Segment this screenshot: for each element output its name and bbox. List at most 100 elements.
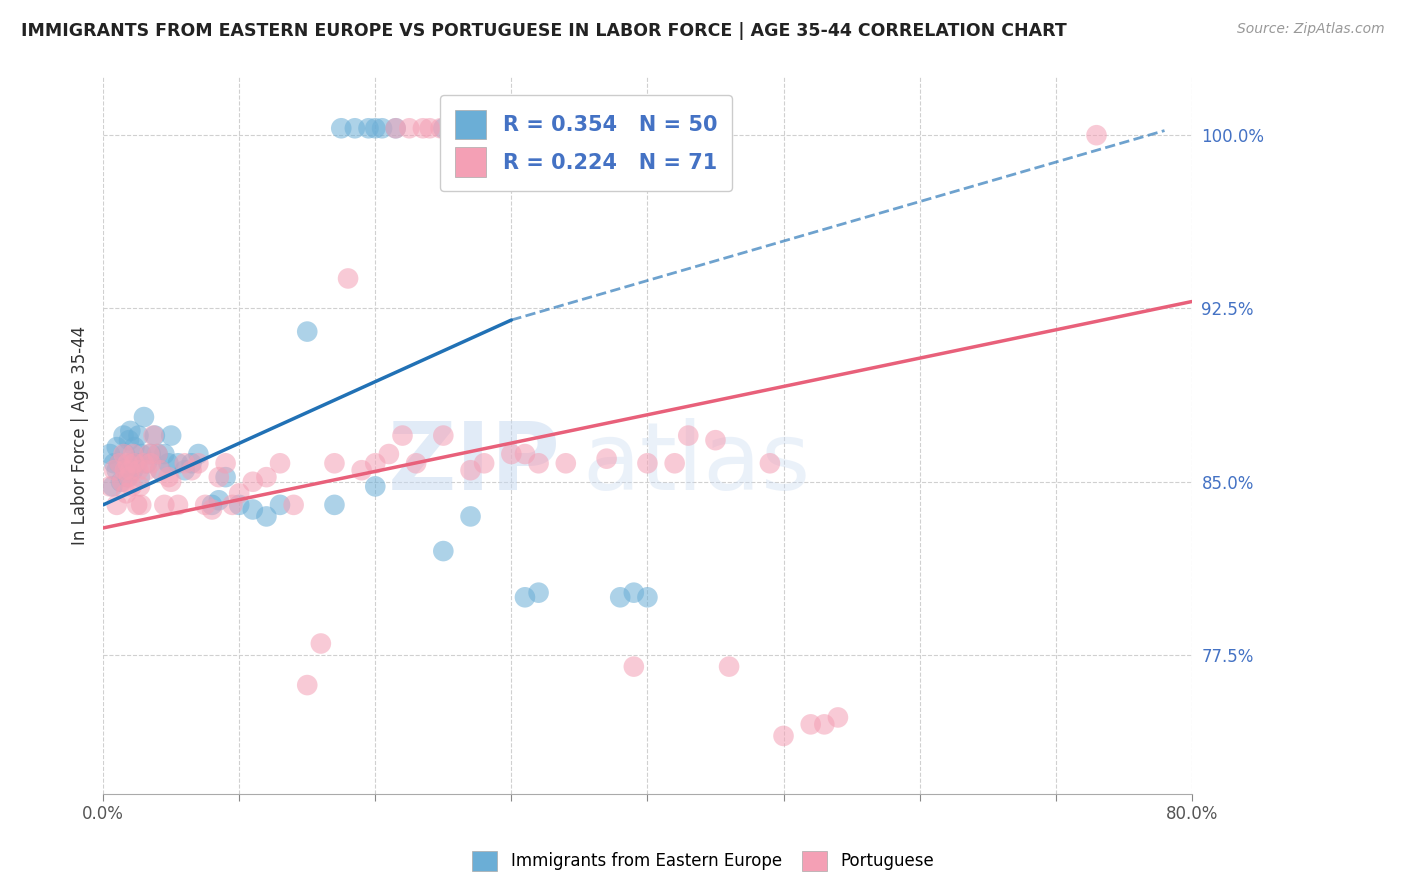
Point <box>143 428 166 442</box>
Point <box>242 475 264 489</box>
Point <box>432 544 454 558</box>
Point <box>139 456 162 470</box>
Point <box>124 440 146 454</box>
Point <box>391 428 413 442</box>
Point <box>364 479 387 493</box>
Point <box>432 121 454 136</box>
Point <box>122 447 145 461</box>
Point <box>636 591 658 605</box>
Point <box>160 428 183 442</box>
Point <box>101 479 124 493</box>
Point <box>208 493 231 508</box>
Point <box>405 456 427 470</box>
Point <box>378 447 401 461</box>
Point <box>115 463 138 477</box>
Point <box>187 456 209 470</box>
Point <box>508 121 530 136</box>
Point <box>527 456 550 470</box>
Point <box>180 463 202 477</box>
Point <box>228 486 250 500</box>
Point <box>153 498 176 512</box>
Point <box>221 498 243 512</box>
Point <box>142 428 165 442</box>
Point <box>114 447 136 461</box>
Point <box>678 428 700 442</box>
Point <box>432 428 454 442</box>
Legend: R = 0.354   N = 50, R = 0.224   N = 71: R = 0.354 N = 50, R = 0.224 N = 71 <box>440 95 731 192</box>
Point <box>718 659 741 673</box>
Text: Source: ZipAtlas.com: Source: ZipAtlas.com <box>1237 22 1385 37</box>
Point <box>297 678 319 692</box>
Point <box>153 447 176 461</box>
Point <box>494 121 516 136</box>
Point <box>114 463 136 477</box>
Point <box>309 636 332 650</box>
Point <box>120 424 142 438</box>
Point <box>112 428 135 442</box>
Point <box>664 456 686 470</box>
Point <box>1085 128 1108 143</box>
Point <box>157 470 180 484</box>
Point <box>636 456 658 470</box>
Point <box>105 498 128 512</box>
Point <box>160 475 183 489</box>
Point <box>364 121 387 136</box>
Point <box>214 470 236 484</box>
Point <box>173 456 195 470</box>
Point <box>364 456 387 470</box>
Point <box>527 585 550 599</box>
Point <box>105 440 128 454</box>
Point <box>108 456 131 470</box>
Point <box>412 121 434 136</box>
Point <box>108 456 131 470</box>
Point <box>180 456 202 470</box>
Point <box>128 428 150 442</box>
Point <box>139 447 162 461</box>
Point <box>167 456 190 470</box>
Point <box>135 456 157 470</box>
Point <box>446 121 468 136</box>
Point <box>132 456 155 470</box>
Point <box>419 121 441 136</box>
Point <box>704 433 727 447</box>
Point <box>228 498 250 512</box>
Text: atlas: atlas <box>582 418 810 510</box>
Point <box>117 456 139 470</box>
Point <box>214 456 236 470</box>
Point <box>371 121 394 136</box>
Point <box>129 447 152 461</box>
Point <box>103 456 125 470</box>
Y-axis label: In Labor Force | Age 35-44: In Labor Force | Age 35-44 <box>72 326 89 545</box>
Point <box>520 121 543 136</box>
Point <box>269 456 291 470</box>
Point <box>323 456 346 470</box>
Point <box>128 470 150 484</box>
Point <box>149 463 172 477</box>
Point <box>122 463 145 477</box>
Point <box>357 121 380 136</box>
Point <box>135 463 157 477</box>
Legend: Immigrants from Eastern Europe, Portuguese: Immigrants from Eastern Europe, Portugue… <box>464 842 942 880</box>
Point <box>173 463 195 477</box>
Point <box>472 456 495 470</box>
Point <box>337 271 360 285</box>
Point <box>623 585 645 599</box>
Point <box>149 463 172 477</box>
Point <box>117 470 139 484</box>
Point <box>121 456 143 470</box>
Point <box>121 479 143 493</box>
Point <box>127 498 149 512</box>
Point <box>128 463 150 477</box>
Point <box>157 456 180 470</box>
Point <box>254 509 277 524</box>
Point <box>118 470 141 484</box>
Point <box>103 463 125 477</box>
Text: IMMIGRANTS FROM EASTERN EUROPE VS PORTUGUESE IN LABOR FORCE | AGE 35-44 CORRELAT: IMMIGRANTS FROM EASTERN EUROPE VS PORTUG… <box>21 22 1067 40</box>
Point <box>323 498 346 512</box>
Point <box>111 475 134 489</box>
Point <box>330 121 353 136</box>
Point <box>772 729 794 743</box>
Point <box>269 498 291 512</box>
Point <box>350 463 373 477</box>
Point <box>609 591 631 605</box>
